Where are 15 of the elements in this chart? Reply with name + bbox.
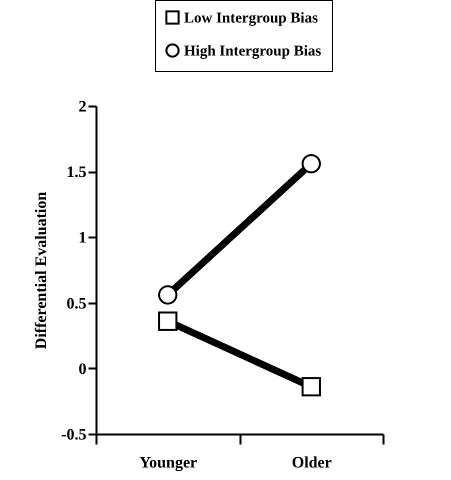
y-tick-label: 0.5 — [66, 295, 86, 312]
x-tick-label: Younger — [139, 454, 198, 472]
y-tick-label: 0 — [78, 360, 86, 378]
y-tick-label: 1.5 — [66, 164, 86, 182]
y-axis-title: Differential Evaluation — [33, 192, 50, 350]
point — [158, 285, 178, 305]
y-tick-label: 1 — [78, 230, 86, 247]
point — [302, 377, 321, 396]
y-tick-label: -0.5 — [61, 426, 86, 444]
point — [158, 312, 178, 331]
x-tick-label: Older — [292, 454, 332, 472]
legend-label: Low Intergroup Bias — [184, 10, 318, 26]
legend-label: High Intergroup Bias — [184, 44, 322, 60]
y-tick-label: 2 — [78, 98, 86, 116]
point — [302, 154, 321, 174]
